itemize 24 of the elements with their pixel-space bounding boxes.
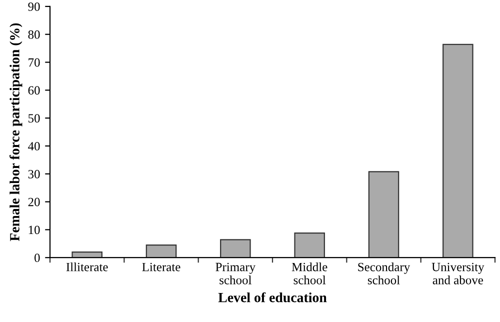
bar — [72, 251, 102, 258]
x-tick-label: Primary school — [216, 262, 256, 284]
y-tick-label: 90 — [28, 2, 40, 11]
y-tick-label: 20 — [28, 198, 40, 206]
y-tick-label: 80 — [28, 30, 40, 39]
y-tick-label: 40 — [28, 142, 40, 150]
y-tick-label: 50 — [28, 114, 40, 123]
x-tick-label: Secondary school — [358, 262, 410, 284]
bar — [146, 244, 177, 258]
x-axis-title: Level of education — [218, 292, 327, 302]
bar — [294, 232, 325, 258]
x-tick-label: Literate — [142, 262, 180, 272]
y-tick-label: 0 — [34, 254, 40, 262]
bar — [220, 239, 251, 258]
x-tick-label: University and above — [432, 262, 484, 284]
y-tick-label: 30 — [28, 170, 40, 178]
bar — [442, 44, 474, 258]
y-tick-label: 60 — [28, 86, 40, 95]
x-tick-label: Middle school — [292, 262, 328, 284]
y-tick-label: 10 — [28, 226, 40, 234]
y-axis-title: Female labor force participation (%) — [9, 23, 22, 242]
y-tick-label: 70 — [28, 58, 40, 67]
x-tick-label: Illiterate — [66, 262, 108, 272]
bar — [368, 171, 400, 258]
